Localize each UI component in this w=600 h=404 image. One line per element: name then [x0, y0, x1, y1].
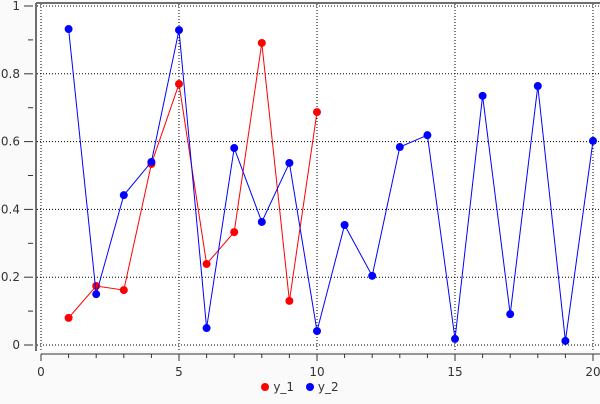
y-tick-label: 0.8 — [1, 67, 20, 81]
data-point-y_1 — [175, 79, 183, 88]
legend-label-y1: y_1 — [273, 380, 295, 394]
legend-item-y2: y_2 — [305, 380, 339, 394]
data-point-y_1 — [119, 286, 128, 295]
y-tick-label: 0.2 — [1, 270, 20, 284]
legend-label-y2: y_2 — [317, 380, 339, 394]
data-point-y_2 — [533, 82, 542, 91]
legend-marker-y2 — [305, 383, 314, 391]
data-point-y_1 — [257, 38, 266, 47]
legend-item-y1: y_1 — [261, 380, 294, 394]
data-point-y_1 — [230, 228, 239, 237]
x-tick-label: 10 — [309, 365, 324, 379]
data-point-y_2 — [230, 144, 239, 153]
data-point-y_1 — [313, 108, 321, 117]
data-point-y_2 — [451, 334, 459, 343]
legend: y_1 y_2 — [0, 380, 600, 394]
data-point-y_2 — [175, 26, 183, 35]
y-tick-label: 0.6 — [1, 135, 20, 149]
y-tick-label: 0.4 — [1, 202, 20, 216]
series-line-y_2 — [68, 29, 594, 342]
data-point-y_2 — [257, 217, 266, 226]
data-point-y_2 — [423, 131, 432, 140]
legend-marker-y1 — [261, 383, 270, 391]
data-point-y_1 — [202, 259, 211, 268]
data-point-y_1 — [64, 313, 73, 322]
data-point-y_2 — [147, 157, 156, 166]
data-point-y_2 — [285, 158, 294, 167]
data-point-y_2 — [368, 271, 377, 280]
data-point-y_2 — [313, 327, 321, 336]
data-point-y_2 — [119, 191, 128, 200]
data-point-y_2 — [64, 25, 73, 34]
y-tick-label: 1 — [12, 0, 20, 13]
data-point-y_1 — [285, 296, 294, 305]
x-tick-label: 15 — [447, 365, 462, 379]
plot-area — [36, 3, 600, 351]
data-point-y_2 — [92, 290, 101, 299]
data-point-y_2 — [202, 324, 211, 333]
data-point-y_2 — [589, 136, 597, 145]
x-tick-label: 20 — [585, 365, 600, 379]
data-point-y_2 — [506, 310, 515, 319]
data-point-y_2 — [561, 336, 570, 345]
x-tick-label: 5 — [175, 365, 183, 379]
x-tick-label: 0 — [37, 365, 45, 379]
data-point-y_2 — [478, 91, 487, 100]
data-point-y_2 — [340, 220, 349, 229]
data-point-y_2 — [395, 143, 404, 152]
y-tick-label: 0 — [12, 338, 20, 352]
